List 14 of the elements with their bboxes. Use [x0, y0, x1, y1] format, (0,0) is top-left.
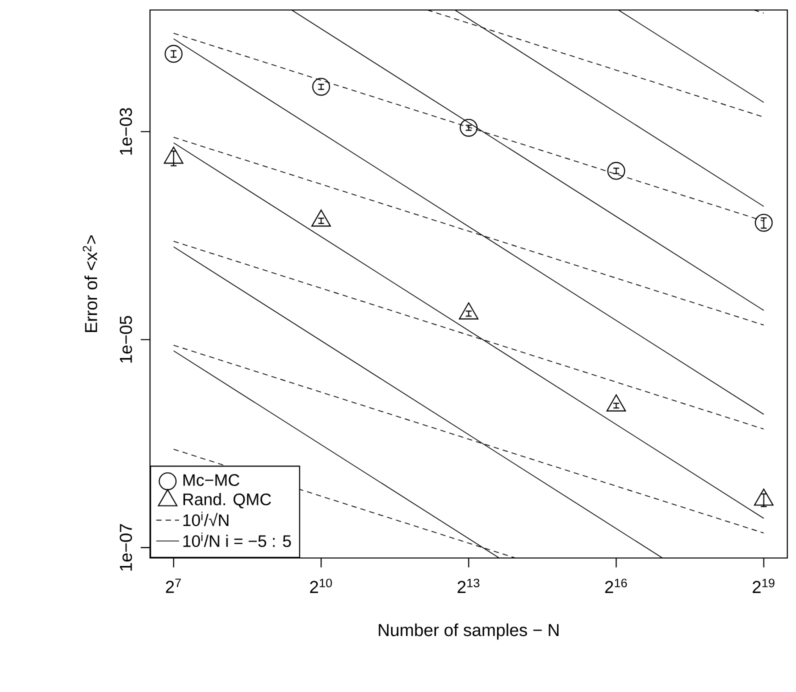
legend-label: 10$^{i}$/√N	[183, 512, 228, 526]
y-tick-label: 1e−05	[120, 316, 132, 363]
x-tick-label: 2$^{7}$	[166, 578, 181, 593]
y-tick-label: 1e−03	[120, 108, 132, 155]
x-tick-label: 2$^{10}$	[310, 578, 332, 593]
x-tick-label: 2$^{19}$	[752, 578, 774, 593]
y-tick-label: 1e−07	[120, 524, 132, 571]
legend-label: Rand. QMC	[183, 493, 271, 508]
x-tick-label: 2$^{16}$	[605, 578, 627, 593]
legend-label: 10$^{i}$/N i = −5 : 5	[183, 532, 291, 548]
legend-label: Mc−MC	[183, 474, 240, 486]
x-axis-title: Number of samples − N	[378, 623, 559, 640]
y-axis-title: Error of <x$^{2}$>	[82, 235, 98, 332]
x-tick-label: 2$^{13}$	[458, 578, 480, 593]
